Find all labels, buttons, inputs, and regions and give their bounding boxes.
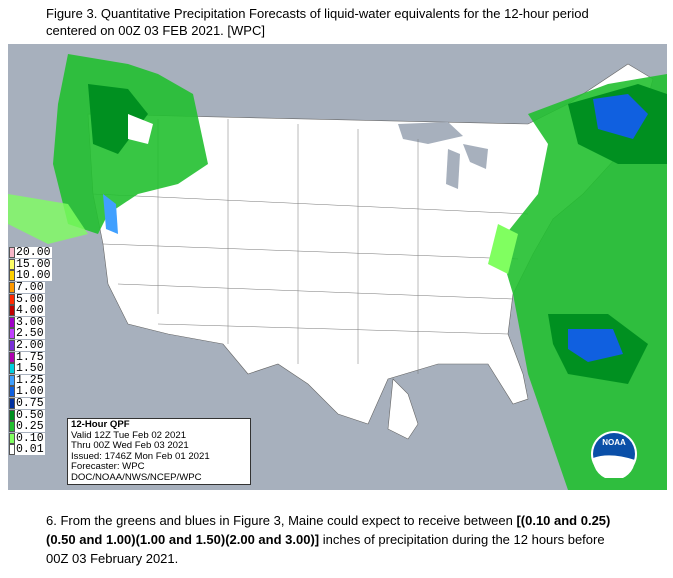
legend-swatch [9,305,15,317]
legend-swatch [9,258,15,270]
legend-label: 5.00 [15,292,45,306]
logo-text: NOAA [602,438,626,447]
question-lead: 6. From the greens and blues in Figure 3… [46,513,517,528]
legend-label: 7.00 [15,281,45,295]
qpf-map [8,44,667,490]
legend-row: 1.00 [9,386,52,398]
legend-swatch [9,398,15,410]
info-line: Issued: 1746Z Mon Feb 01 2021 [71,450,210,462]
legend-label: 0.01 [15,443,45,457]
legend-label: 1.00 [15,385,45,399]
question-choices: [(0.10 and 0.25)(0.50 and 1.00)(1.00 and… [46,513,611,547]
legend-label: 0.25 [15,420,45,434]
info-line: DOC/NOAA/NWS/NCEP/WPC [71,471,202,483]
legend-swatch [9,293,15,305]
legend-row: 0.10 [9,433,52,445]
legend-label: 1.25 [15,373,45,387]
legend-swatch [9,444,15,456]
info-line: Thru 00Z Wed Feb 03 2021 [71,440,189,451]
legend-label: 3.00 [15,315,45,329]
legend-row: 5.00 [9,293,52,305]
legend-swatch [9,282,15,294]
legend-swatch [9,340,15,352]
legend-row: 2.50 [9,328,52,340]
legend-swatch [9,386,15,398]
legend-row: 15.00 [9,259,52,271]
legend-swatch [9,409,15,421]
info-line: 12-Hour QPF [71,419,130,430]
info-box: 12-Hour QPF Valid 12Z Tue Feb 02 2021 Thru… [67,418,251,485]
info-line: Valid 12Z Tue Feb 02 2021 [71,429,187,441]
legend-row: 4.00 [9,305,52,317]
legend-label: 2.50 [15,327,45,341]
legend-row: 20.00 [9,247,52,259]
legend-row: 10.00 [9,270,52,282]
legend-label: 15.00 [15,257,52,271]
legend-swatch [9,421,15,433]
legend-swatch [9,316,15,328]
legend-row: 3.00 [9,317,52,329]
legend-label: 1.50 [15,362,45,376]
legend-label: 0.75 [15,397,45,411]
legend-row: 1.25 [9,375,52,387]
legend-label: 0.10 [15,431,45,445]
question: 6. From the greens and blues in Figure 3… [46,511,626,568]
legend-swatch [9,328,15,340]
legend-swatch [9,351,15,363]
info-line: Forecaster: WPC [71,461,145,472]
question-tail: inches of precipitation during the 12 ho… [46,532,605,566]
legend-row: 0.75 [9,398,52,410]
legend-row: 1.75 [9,351,52,363]
noaa-logo: NOAA [591,431,637,478]
caption: Figure 3. Quantitative Precipitation For… [46,6,589,21]
legend-label: 4.00 [15,304,45,318]
legend-row: 0.25 [9,421,52,433]
legend-label: 2.00 [15,339,45,353]
legend-swatch [9,374,15,386]
legend-row: 0.50 [9,409,52,421]
legend-row: 0.01 [9,444,52,456]
legend-label: 20.00 [15,246,52,260]
legend-label: 10.00 [15,269,52,283]
legend-row: 7.00 [9,282,52,294]
legend-swatch [9,363,15,375]
legend-row: 2.00 [9,340,52,352]
legend-swatch [9,270,15,282]
legend-label: 1.75 [15,350,45,364]
legend-label: 0.50 [15,408,45,422]
legend-swatch [9,432,15,444]
legend-row: 1.50 [9,363,52,375]
legend: 20.00 15.00 10.00 7.00 5.00 4.00 3.00 2.50 2.00 1… [9,247,52,456]
legend-swatch [9,247,15,259]
caption: centered on 00Z 03 FEB 2021. [WPC] [46,23,265,38]
